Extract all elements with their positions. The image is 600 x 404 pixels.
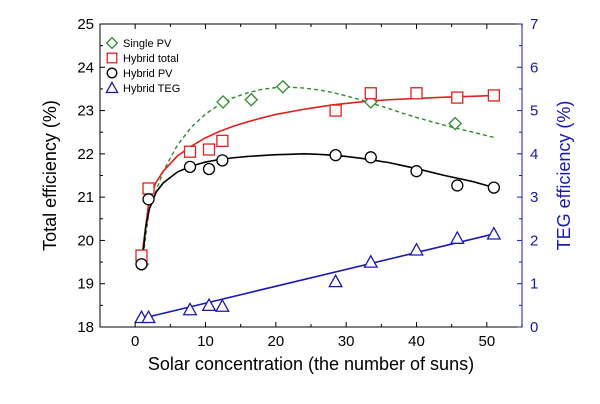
- hybrid-teg-point: [214, 298, 230, 312]
- x-tick-label: 30: [338, 333, 355, 350]
- hybrid-pv-point: [202, 162, 216, 176]
- hybrid-teg-fit-line: [142, 233, 495, 320]
- left-y-tick-label: 21: [77, 189, 94, 206]
- right-y-tick-label: 2: [530, 232, 538, 249]
- hybrid-total-point: [202, 143, 216, 156]
- hybrid-pv-point: [135, 258, 148, 271]
- hybrid-teg-point: [409, 242, 424, 256]
- hybrid-total-point: [451, 91, 464, 104]
- legend-hybrid-pv-marker: [106, 67, 118, 79]
- single-pv-point: [448, 116, 463, 131]
- hybrid-total-point: [364, 87, 377, 100]
- hybrid-pv-point: [329, 149, 342, 162]
- x-tick-label: 50: [478, 333, 495, 350]
- right-y-tick-label: 4: [530, 146, 538, 163]
- hybrid-teg-point: [486, 226, 502, 240]
- right-y-tick-label: 3: [530, 189, 538, 206]
- left-y-tick-label: 24: [77, 59, 94, 76]
- hybrid-total-point: [329, 104, 342, 117]
- hybrid-pv-point: [410, 165, 423, 178]
- hybrid-teg-point: [363, 254, 379, 268]
- left-y-tick-label: 18: [77, 319, 94, 336]
- legend: Single PV Hybrid total Hybrid PV Hybrid TEG: [105, 36, 180, 95]
- hybrid-pv-fit-line: [141, 153, 495, 263]
- data-markers: [134, 79, 502, 324]
- hybrid-teg-point: [328, 273, 344, 288]
- x-tick-label: 20: [267, 333, 284, 350]
- x-axis-title: Solar concentration (the number of suns): [148, 354, 474, 374]
- fit-curves: [141, 86, 495, 320]
- hybrid-pv-point: [487, 181, 501, 194]
- legend-hybrid-total-marker: [106, 52, 118, 64]
- legend-hybrid-teg-label: Hybrid TEG: [123, 83, 180, 95]
- hybrid-teg-point: [201, 297, 217, 312]
- hybrid-teg-point: [449, 230, 465, 244]
- legend-hybrid-total-label: Hybrid total: [123, 53, 179, 65]
- left-y-tick-label: 22: [77, 146, 94, 163]
- right-y-tick-label: 1: [530, 276, 538, 293]
- left-y-tick-label: 20: [77, 232, 94, 249]
- right-y-axis-title: TEG efficiency (%): [554, 101, 574, 251]
- right-y-tick-label: 5: [530, 103, 538, 120]
- x-tick-label: 10: [197, 333, 214, 350]
- single-pv-point: [216, 94, 231, 109]
- hybrid-total-point: [410, 87, 423, 100]
- hybrid-total-point: [487, 89, 501, 102]
- left-y-tick-label: 23: [77, 103, 94, 120]
- single-pv-point: [244, 92, 259, 107]
- x-tick-label: 40: [408, 333, 425, 350]
- right-y-tick-label: 0: [530, 319, 538, 336]
- left-y-tick-label: 19: [77, 276, 94, 293]
- hybrid-pv-point: [142, 193, 155, 206]
- legend-single-pv-label: Single PV: [123, 38, 172, 50]
- left-y-axis-title: Total efficiency (%): [40, 100, 60, 251]
- right-y-tick-label: 7: [530, 16, 538, 33]
- hybrid-total-point: [142, 182, 155, 195]
- hybrid-pv-point: [183, 160, 197, 173]
- legend-hybrid-pv-label: Hybrid PV: [123, 68, 173, 80]
- legend-hybrid-teg-marker: [105, 81, 119, 94]
- hybrid-total-point: [216, 134, 229, 148]
- hybrid-total-point: [183, 145, 197, 158]
- single-pv-point: [275, 79, 290, 94]
- right-y-tick-label: 6: [530, 59, 538, 76]
- hybrid-pv-point: [451, 179, 464, 192]
- hybrid-pv-point: [364, 151, 377, 164]
- hybrid-teg-point: [182, 302, 198, 316]
- hybrid-pv-point: [216, 154, 229, 167]
- left-y-tick-label: 25: [77, 16, 94, 33]
- legend-single-pv-marker: [105, 36, 119, 50]
- x-tick-label: 0: [131, 333, 139, 350]
- hybrid-teg-point: [141, 309, 156, 324]
